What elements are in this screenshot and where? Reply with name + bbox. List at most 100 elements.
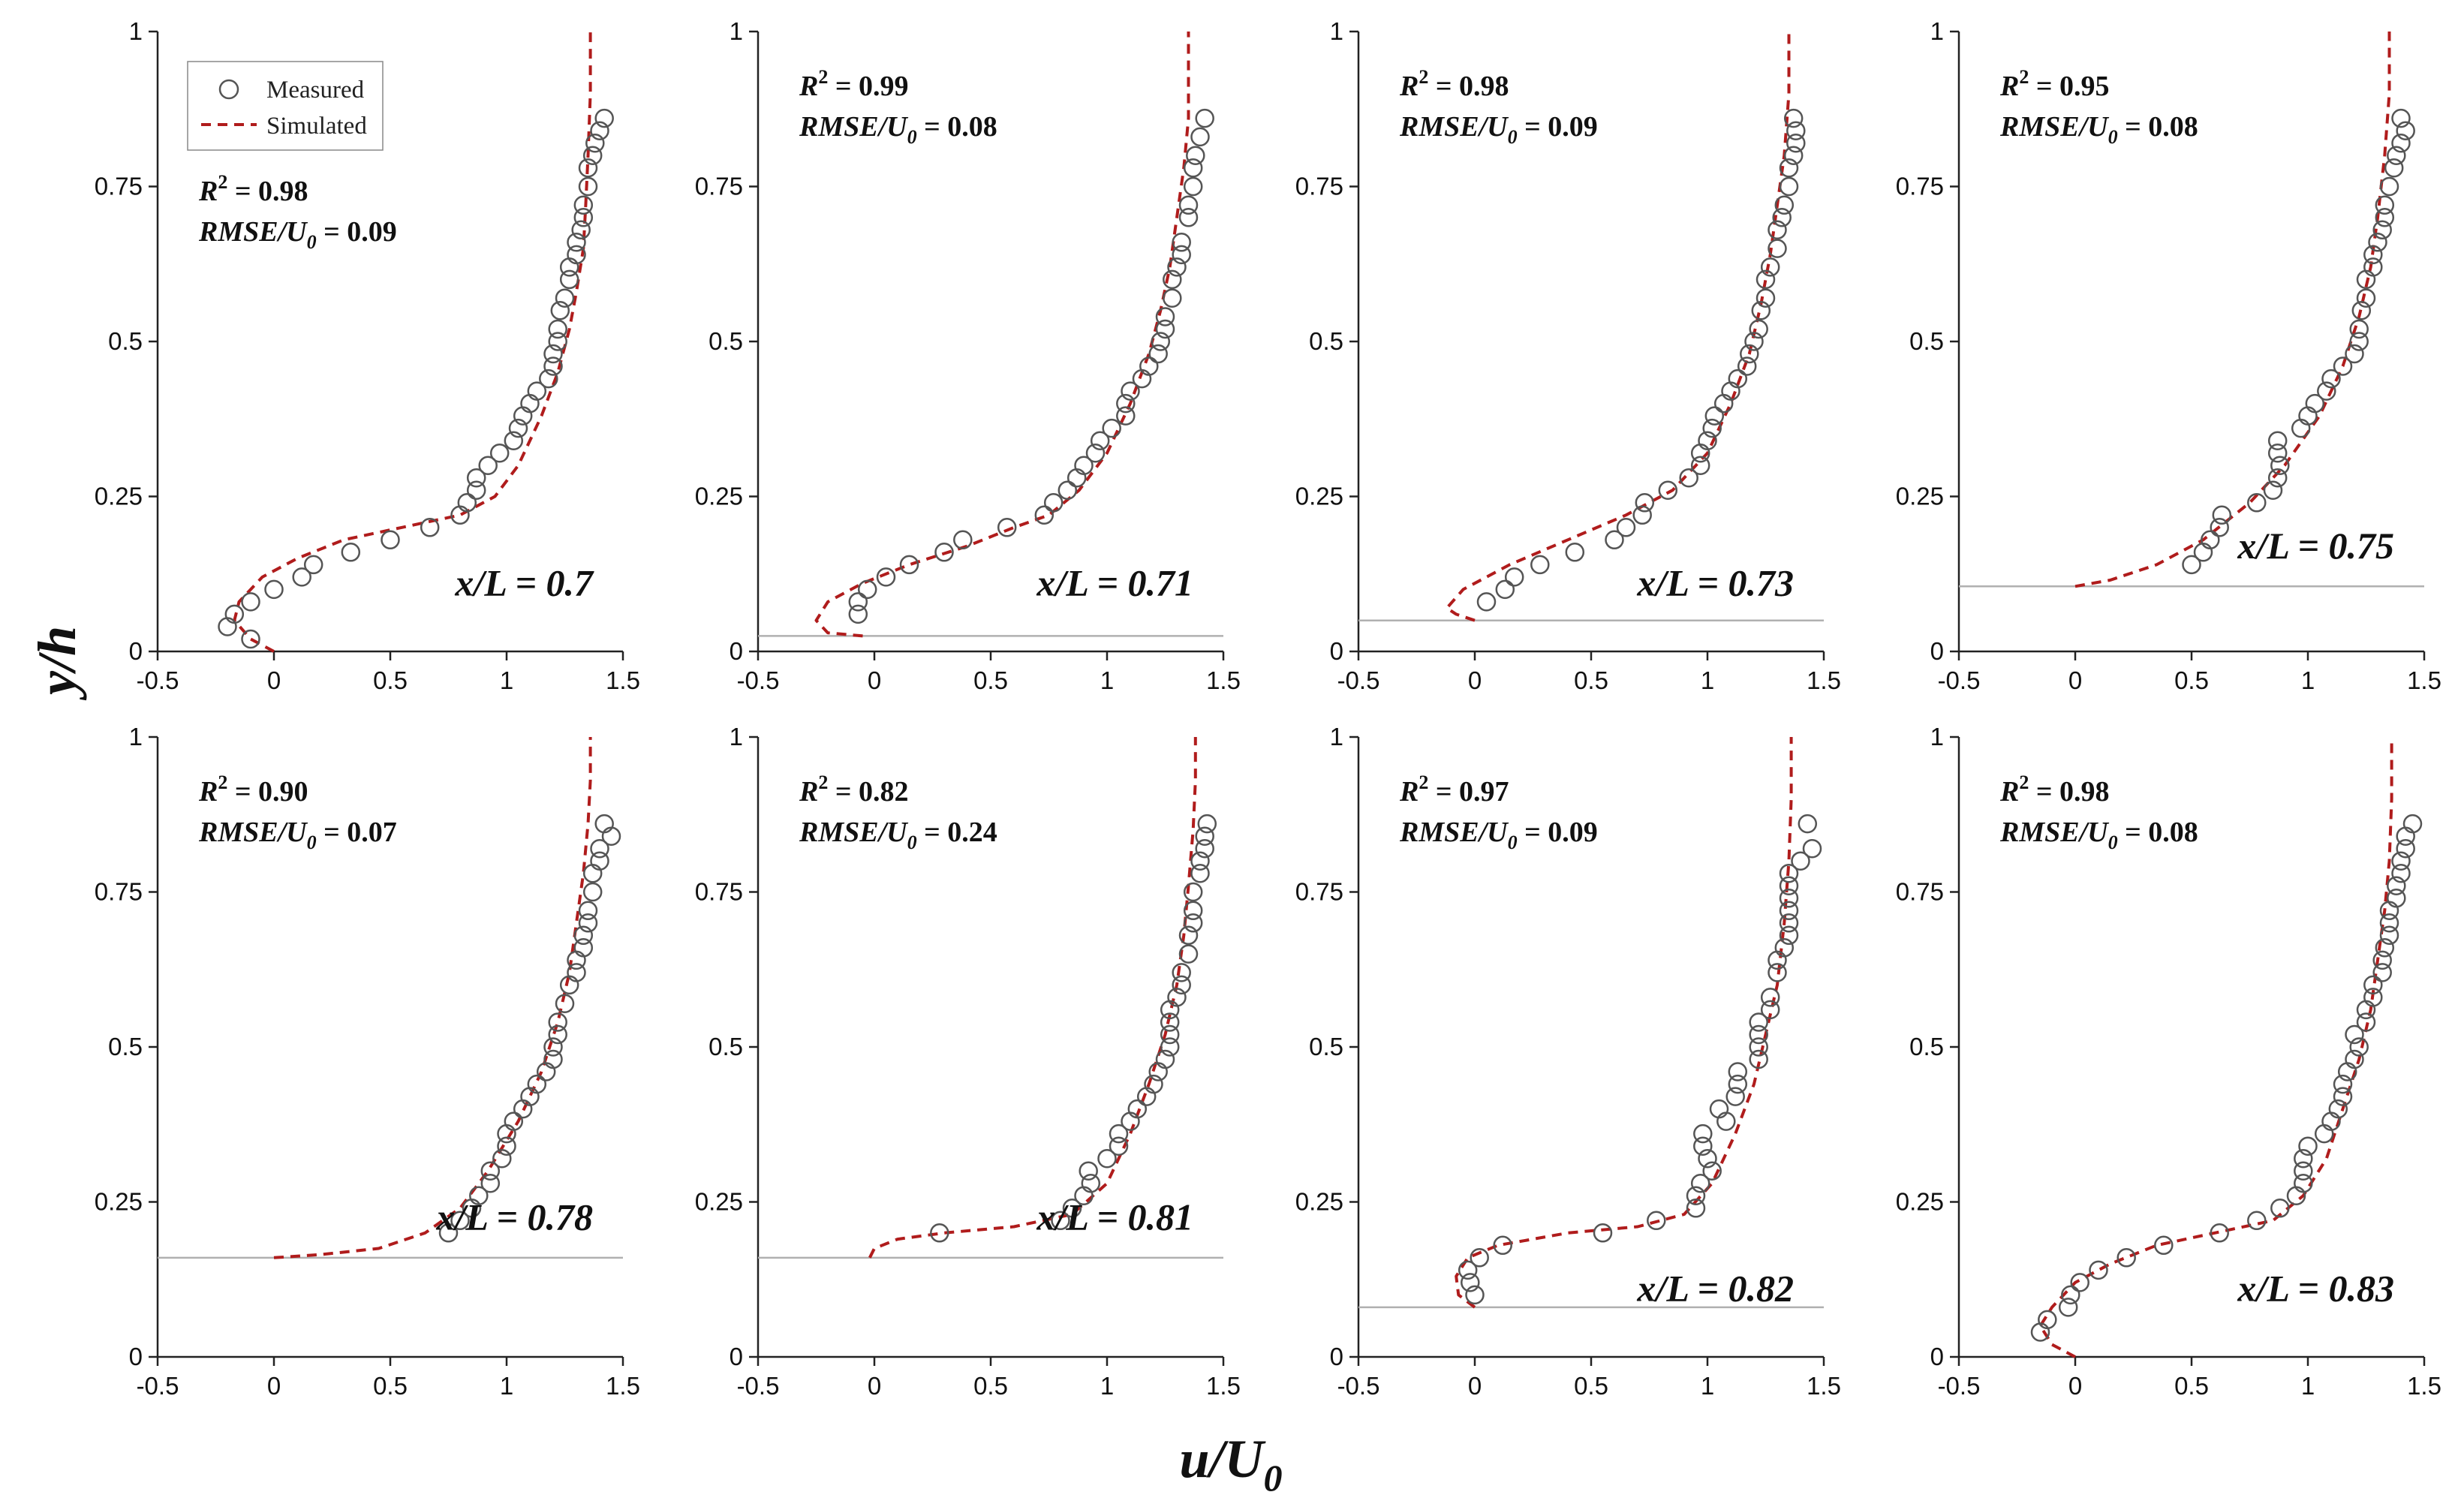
measured-point	[2089, 1260, 2108, 1280]
measured-point	[1183, 913, 1203, 933]
measured-point	[543, 1049, 563, 1069]
measured-point	[1768, 963, 1787, 982]
r2-superscript: 2	[818, 66, 828, 88]
measured-point	[1190, 127, 1210, 147]
x-tick-label: 1	[1100, 666, 1114, 694]
measured-point	[594, 814, 614, 834]
measured-point	[1163, 269, 1182, 290]
rmse-symbol: RMSE/U	[1399, 817, 1509, 848]
x-tick-label: 0.5	[373, 666, 408, 694]
measured-point	[543, 1037, 563, 1057]
x-tick-label: 1.5	[1807, 666, 1841, 694]
rmse-annotation: RMSE/U0 = 0.08	[1999, 817, 2198, 853]
measured-point	[1635, 493, 1655, 513]
measured-point	[1190, 851, 1210, 871]
y-tick-label: 0.75	[95, 878, 143, 906]
rmse-symbol: RMSE/U	[198, 216, 308, 248]
measured-point	[1791, 851, 1810, 871]
y-tick-label: 0	[1330, 1343, 1343, 1370]
measured-point	[1079, 1161, 1098, 1181]
measured-point	[876, 567, 896, 587]
measured-point	[567, 245, 586, 265]
r2-value: = 0.99	[828, 71, 908, 102]
measured-point	[559, 269, 579, 290]
measured-point	[457, 493, 477, 513]
measured-point	[2267, 468, 2288, 488]
measured-point	[264, 579, 284, 600]
measured-point	[548, 1012, 567, 1032]
measured-point	[1702, 1161, 1722, 1181]
measured-point	[848, 592, 868, 612]
measured-point	[2117, 1248, 2136, 1268]
measured-point	[1097, 1148, 1117, 1169]
measured-point	[930, 1223, 949, 1243]
x-tick-label: 0	[868, 1372, 881, 1400]
measured-point	[2379, 913, 2399, 933]
measured-point	[2372, 950, 2392, 970]
simulated-line	[2038, 737, 2393, 1358]
measured-point	[292, 567, 311, 587]
measured-point	[2349, 319, 2369, 339]
y-tick-label: 0.5	[709, 327, 743, 355]
rmse-annotation: RMSE/U0 = 0.09	[1399, 111, 1598, 148]
rmse-annotation: RMSE/U0 = 0.07	[198, 817, 397, 853]
measured-point	[997, 518, 1017, 537]
x-tick-label: -0.5	[737, 1372, 780, 1400]
measured-point	[567, 233, 586, 252]
y-tick-label: 1	[1930, 17, 1944, 45]
r2-value: = 0.98	[227, 176, 308, 207]
simulated-line	[2074, 32, 2391, 588]
y-tick-label: 0.5	[108, 1033, 143, 1060]
x-tick-label: 1.5	[1206, 1372, 1241, 1400]
measured-point	[1798, 814, 1818, 834]
measured-point	[1495, 579, 1515, 600]
measured-point	[1749, 1012, 1768, 1032]
measured-point	[573, 938, 594, 958]
y-tick-label: 0.25	[1896, 1188, 1944, 1216]
measured-point	[1786, 121, 1806, 140]
measured-point	[2321, 368, 2341, 389]
measured-point	[1144, 1074, 1163, 1094]
measured-point	[1749, 319, 1768, 339]
x-tick-label: 0	[1468, 666, 1482, 694]
measured-point	[953, 530, 973, 550]
measured-point	[1151, 332, 1171, 351]
measured-point	[1090, 431, 1110, 450]
measured-point	[341, 543, 361, 562]
measured-point	[2345, 1024, 2364, 1045]
measured-point	[1728, 1062, 1748, 1081]
measured-point	[1779, 901, 1799, 921]
y-tick-label: 0.75	[1295, 878, 1343, 906]
measured-point	[2267, 431, 2288, 450]
y-tick-label: 1	[1930, 723, 1944, 750]
measured-point	[1693, 1123, 1713, 1144]
measured-point	[590, 851, 609, 871]
measured-point	[1740, 344, 1759, 364]
y-tick-label: 0.25	[1295, 483, 1343, 510]
measured-point	[539, 368, 558, 389]
measured-point	[1160, 1037, 1180, 1057]
measured-point	[1698, 1148, 1717, 1169]
measured-point	[2349, 1037, 2369, 1057]
measured-point	[504, 1111, 524, 1131]
x-tick-label: 1	[2301, 666, 2315, 694]
measured-point	[2058, 1298, 2078, 1317]
xl-label: x/L = 0.78	[435, 1196, 593, 1238]
xl-label: x/L = 0.71	[1036, 562, 1193, 604]
measured-point	[2294, 1148, 2313, 1169]
measured-point	[2210, 1223, 2229, 1243]
measured-point	[1062, 1199, 1082, 1218]
r2-superscript: 2	[1419, 66, 1428, 88]
rmse-symbol: RMSE/U	[1999, 817, 2110, 848]
y-tick-label: 1	[1330, 723, 1343, 750]
measured-point	[1530, 555, 1550, 575]
rmse-annotation: RMSE/U0 = 0.24	[799, 817, 997, 853]
measured-point	[590, 838, 609, 859]
r2-superscript: 2	[2019, 772, 2029, 793]
r2-superscript: 2	[2019, 66, 2029, 88]
measured-point	[1728, 1074, 1748, 1094]
measured-point	[1183, 158, 1203, 178]
